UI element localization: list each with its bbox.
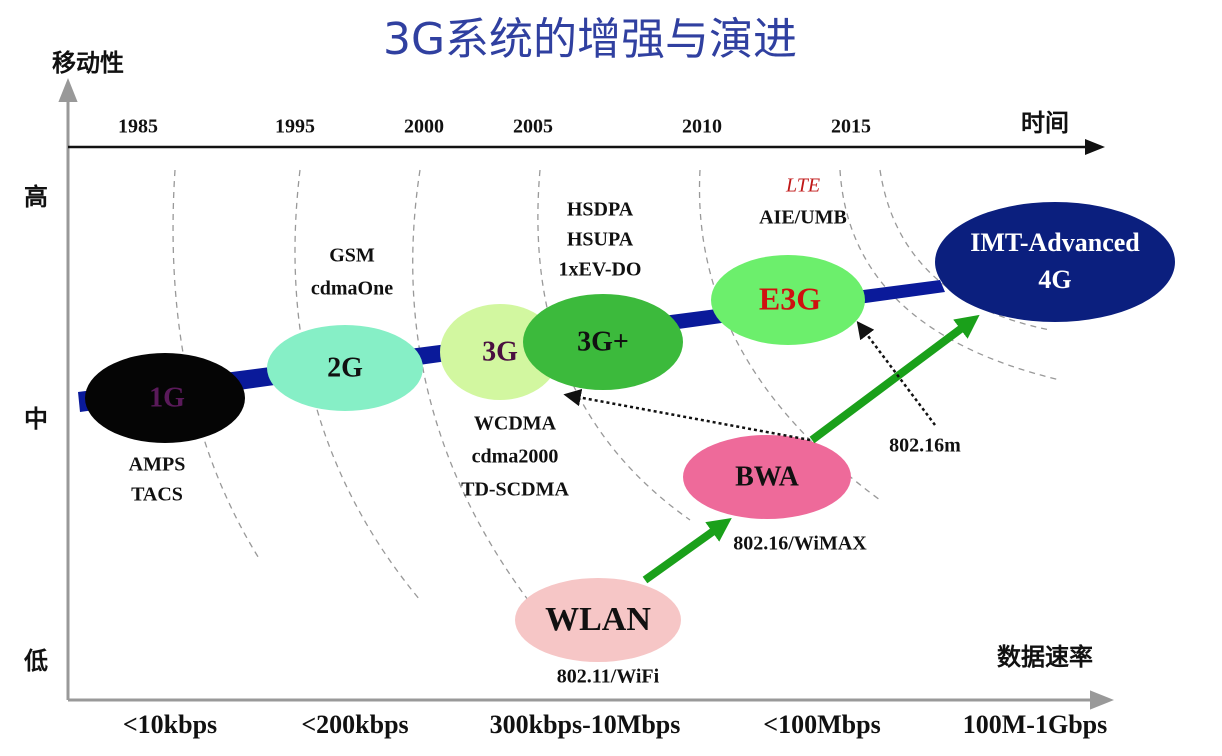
- node-3g-plus: [523, 294, 683, 390]
- level-label: 低: [23, 647, 48, 675]
- dotted-arrow: [856, 321, 936, 426]
- node-e3g: [711, 255, 865, 345]
- node-wlan: [515, 578, 681, 662]
- node-note: 802.16/WiMAX: [733, 533, 867, 555]
- level-label: 高: [24, 183, 48, 211]
- node-label: WLAN: [545, 601, 651, 638]
- rate-label: 数据速率: [997, 643, 1093, 671]
- rate-tick: <200kbps: [301, 710, 408, 739]
- node-label: 3G: [482, 336, 518, 367]
- year-label: 2015: [831, 116, 871, 138]
- evolution-arrow: [642, 518, 732, 584]
- node-label: BWA: [735, 461, 800, 492]
- level-label: 中: [24, 405, 48, 433]
- node-note: AIE/UMB: [759, 207, 847, 229]
- year-label: 2000: [404, 116, 444, 138]
- year-label: 2005: [513, 116, 553, 138]
- node-note: cdmaOne: [311, 278, 393, 300]
- rate-tick: 300kbps-10Mbps: [490, 710, 681, 739]
- time-label: 时间: [1021, 109, 1069, 137]
- node-note: TD-SCDMA: [461, 479, 569, 501]
- node-note: cdma2000: [472, 446, 559, 468]
- node-label: 1G: [149, 382, 185, 413]
- node-note: AMPS: [129, 454, 186, 476]
- node-label: IMT-Advanced: [970, 228, 1140, 257]
- rate-tick: <10kbps: [123, 710, 217, 739]
- node-note: 802.16m: [889, 435, 961, 457]
- node-note: HSUPA: [567, 229, 634, 251]
- node-note: 1xEV-DO: [559, 259, 642, 281]
- title: 3G系统的增强与演进: [383, 14, 797, 65]
- node-note: TACS: [131, 484, 183, 506]
- y-axis-label: 移动性: [52, 49, 124, 77]
- node-label: 2G: [327, 352, 363, 383]
- rate-tick: <100Mbps: [763, 710, 880, 739]
- dotted-arrow: [563, 388, 811, 442]
- node-note: HSDPA: [567, 199, 634, 221]
- node-4g: [935, 202, 1175, 322]
- node-note: LTE: [785, 175, 820, 197]
- rate-tick: 100M-1Gbps: [963, 710, 1107, 739]
- node-1g: [85, 353, 245, 443]
- node-note: GSM: [329, 245, 375, 267]
- node-label: 3G+: [577, 326, 629, 357]
- node-2g: [267, 325, 423, 411]
- year-label: 1995: [275, 116, 315, 138]
- node-sublabel: 4G: [1038, 265, 1071, 294]
- node-label: E3G: [759, 280, 821, 316]
- year-label: 1985: [118, 116, 158, 138]
- node-note: 802.11/WiFi: [557, 666, 660, 688]
- node-note: WCDMA: [474, 413, 557, 435]
- year-label: 2010: [682, 116, 722, 138]
- node-bwa: [683, 435, 851, 519]
- evolution-arrow: [809, 314, 980, 444]
